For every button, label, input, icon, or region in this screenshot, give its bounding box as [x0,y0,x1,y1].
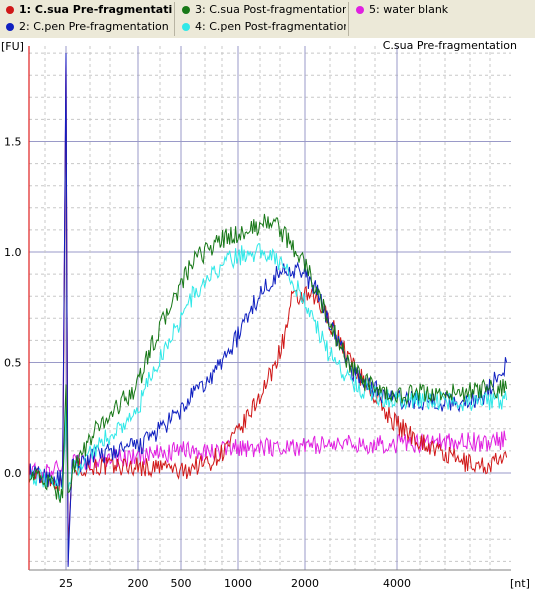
chart-background [0,38,535,603]
legend-dot-icon [182,6,190,14]
y-tick-label: 0.0 [4,467,22,480]
legend-dot-icon [6,23,14,31]
y-tick-label: 1.5 [4,136,22,149]
x-tick-label: 500 [171,577,192,590]
legend-item-3[interactable]: 3: C.sua Post-fragmentation [176,2,346,18]
chart-title: C.sua Pre-fragmentation [383,39,517,52]
legend-item-1[interactable]: 1: C.sua Pre-fragmentati... [0,2,172,18]
legend-label: 1: C.sua Pre-fragmentati... [19,3,172,16]
legend-dot-icon [356,6,364,14]
legend-dot-icon [6,6,14,14]
tick-labels: 0.0 0.5 1.0 1.5 25 200 500 1000 2000 4000 [4,136,411,591]
trace-4 [28,243,508,501]
legend-separator [348,2,349,36]
x-tick-label: 1000 [224,577,252,590]
x-tick-label: 4000 [383,577,411,590]
legend-item-4[interactable]: 4: C.pen Post-fragmentation [176,19,346,35]
legend-label: 3: C.sua Post-fragmentation [195,3,346,16]
legend-label: 4: C.pen Post-fragmentation [195,20,346,33]
x-tick-label: 2000 [291,577,319,590]
legend-dot-icon [182,23,190,31]
electropherogram-chart: 0.0 0.5 1.0 1.5 25 200 500 1000 2000 4000 [FU] [n… [0,38,535,603]
legend-item-2[interactable]: 2: C.pen Pre-fragmentation [0,19,172,35]
y-tick-label: 0.5 [4,357,22,370]
x-tick-label: 25 [59,577,73,590]
legend: 1: C.sua Pre-fragmentati... 2: C.pen Pre… [0,0,535,39]
trace-3 [28,213,508,503]
y-axis-label: [FU] [1,40,24,53]
legend-item-5[interactable]: 5: water blank [350,2,530,18]
traces [28,53,508,567]
y-tick-label: 1.0 [4,246,22,259]
x-axis-label: [nt] [510,577,530,590]
trace-5 [28,53,507,565]
axes [28,46,511,571]
x-tick-label: 200 [128,577,149,590]
legend-label: 5: water blank [369,3,449,16]
legend-separator [174,2,175,36]
trace-1 [28,64,508,542]
legend-label: 2: C.pen Pre-fragmentation [19,20,169,33]
